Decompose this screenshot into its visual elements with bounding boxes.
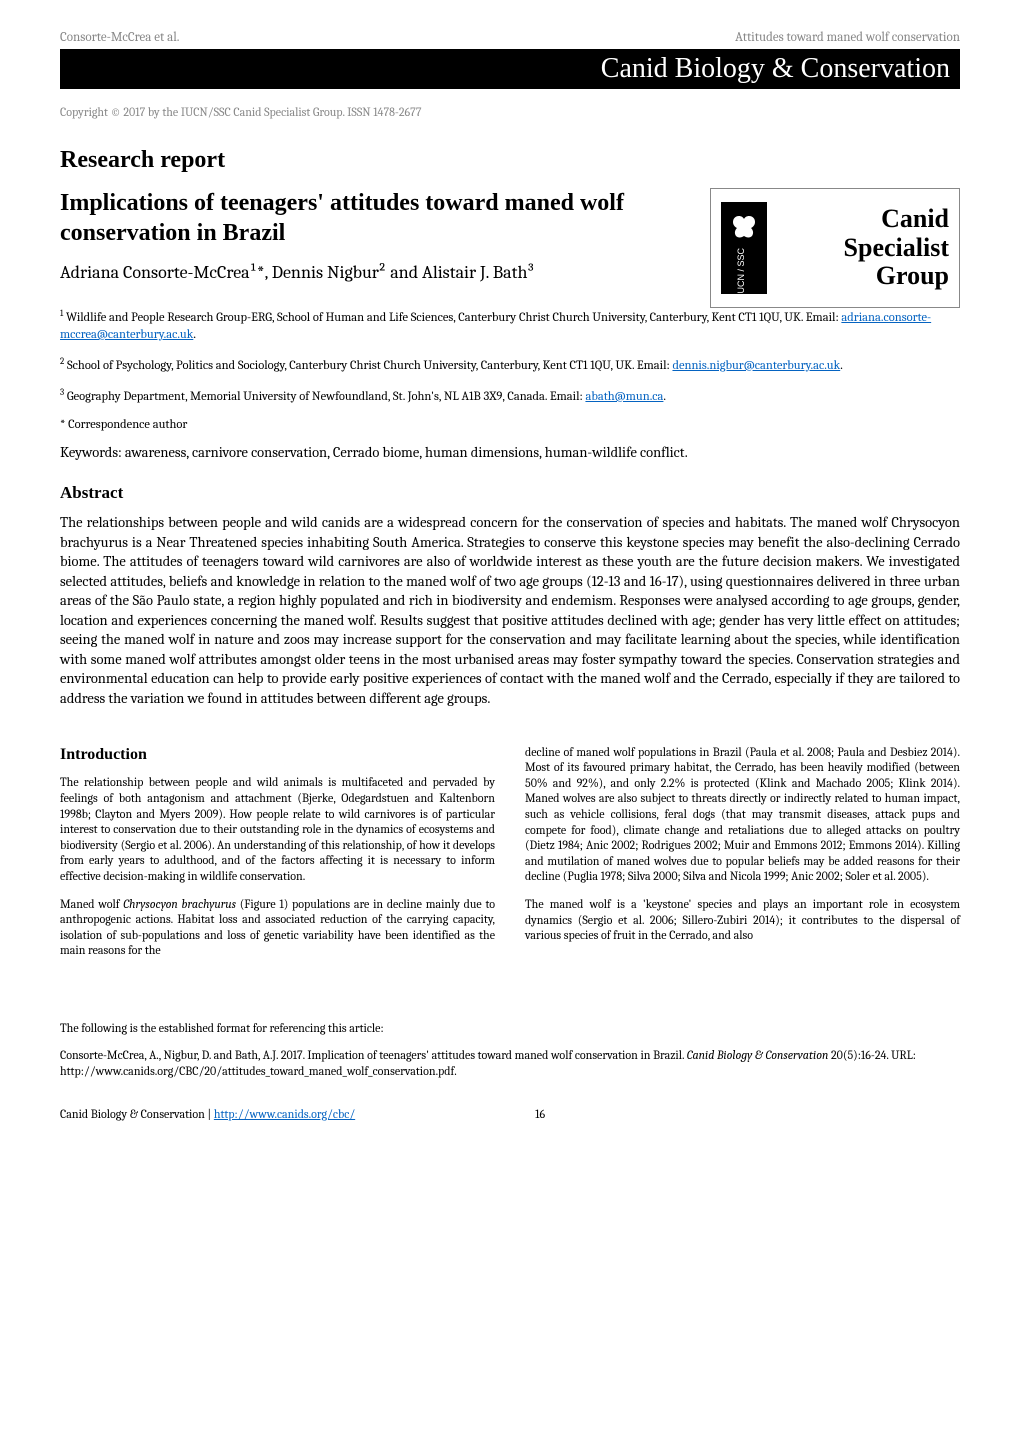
reference-format-note: The following is the established format … — [60, 1021, 960, 1035]
affiliation-2: 2 School of Psychology, Politics and Soc… — [60, 356, 960, 375]
logo-line-3: Group — [777, 262, 949, 291]
title-row: Implications of teenagers' attitudes tow… — [60, 188, 960, 308]
intro-para-3: decline of maned wolf populations in Bra… — [525, 745, 960, 885]
citation-journal-italic: Canid Biology & Conservation — [687, 1048, 829, 1062]
paper-title: Implications of teenagers' attitudes tow… — [60, 188, 690, 248]
email-link[interactable]: abath@mun.ca — [585, 390, 663, 404]
affiliation-suffix: . — [840, 359, 843, 373]
citation-pre: Consorte-McCrea, A., Nigbur, D. and Bath… — [60, 1048, 687, 1062]
page: Consorte-McCrea et al. Attitudes toward … — [0, 0, 1020, 1161]
page-footer: Canid Biology & Conservation | http://ww… — [60, 1107, 960, 1121]
footer-url-link[interactable]: http://www.canids.org/cbc/ — [214, 1107, 355, 1121]
header-right: Attitudes toward maned wolf conservation — [735, 30, 960, 45]
affiliation-text: Geography Department, Memorial Universit… — [64, 390, 585, 404]
keywords-line: Keywords: awareness, carnivore conservat… — [60, 444, 960, 461]
author-line: Adriana Consorte-McCrea¹*, Dennis Nigbur… — [60, 262, 690, 283]
affiliation-text: Wildlife and People Research Group-ERG, … — [63, 311, 841, 325]
affiliation-suffix: . — [663, 390, 666, 404]
abstract-text: The relationships between people and wil… — [60, 514, 960, 707]
report-type-heading: Research report — [60, 147, 960, 174]
intro-para-4: The maned wolf is a 'keystone' species a… — [525, 897, 960, 944]
reference-citation: Consorte-McCrea, A., Nigbur, D. and Bath… — [60, 1047, 960, 1079]
abstract-body: The relationships between people and wil… — [60, 513, 960, 709]
affiliation-3: 3 Geography Department, Memorial Univers… — [60, 387, 960, 406]
header-left: Consorte-McCrea et al. — [60, 30, 179, 45]
intro-para-2: Maned wolf Chrysocyon brachyurus (Figure… — [60, 897, 495, 959]
abstract-heading: Abstract — [60, 483, 960, 503]
logo-text: Canid Specialist Group — [777, 205, 949, 291]
running-header: Consorte-McCrea et al. Attitudes toward … — [60, 30, 960, 49]
journal-banner: Canid Biology & Conservation — [60, 49, 960, 89]
canid-specialist-group-logo: IUCN / SSC Canid Specialist Group — [710, 188, 960, 308]
footer-journal-text: Canid Biology & Conservation | — [60, 1107, 214, 1121]
title-block: Implications of teenagers' attitudes tow… — [60, 188, 690, 299]
intro-p2-pre: Maned wolf — [60, 897, 123, 911]
intro-columns: Introduction The relationship between pe… — [60, 745, 960, 971]
introduction-heading: Introduction — [60, 745, 495, 766]
logo-line-2: Specialist — [777, 234, 949, 263]
copyright-line: Copyright © 2017 by the IUCN/SSC Canid S… — [60, 105, 960, 119]
affiliation-1: 1 Wildlife and People Research Group-ERG… — [60, 308, 960, 344]
intro-para-1: The relationship between people and wild… — [60, 775, 495, 884]
species-name-italic: Chrysocyon brachyurus — [123, 897, 236, 911]
footer-journal: Canid Biology & Conservation | http://ww… — [60, 1107, 355, 1121]
affiliation-suffix: . — [193, 328, 196, 342]
iucn-ssc-text: IUCN / SSC — [736, 248, 746, 294]
affiliation-text: School of Psychology, Politics and Socio… — [64, 359, 672, 373]
intro-col-left: Introduction The relationship between pe… — [60, 745, 495, 971]
intro-col-right: decline of maned wolf populations in Bra… — [525, 745, 960, 971]
correspondence-note: * Correspondence author — [60, 418, 960, 432]
iucn-ssc-icon: IUCN / SSC — [721, 202, 767, 294]
email-link[interactable]: dennis.nigbur@canterbury.ac.uk — [672, 359, 840, 373]
logo-line-1: Canid — [777, 205, 949, 234]
page-number: 16 — [535, 1107, 545, 1121]
